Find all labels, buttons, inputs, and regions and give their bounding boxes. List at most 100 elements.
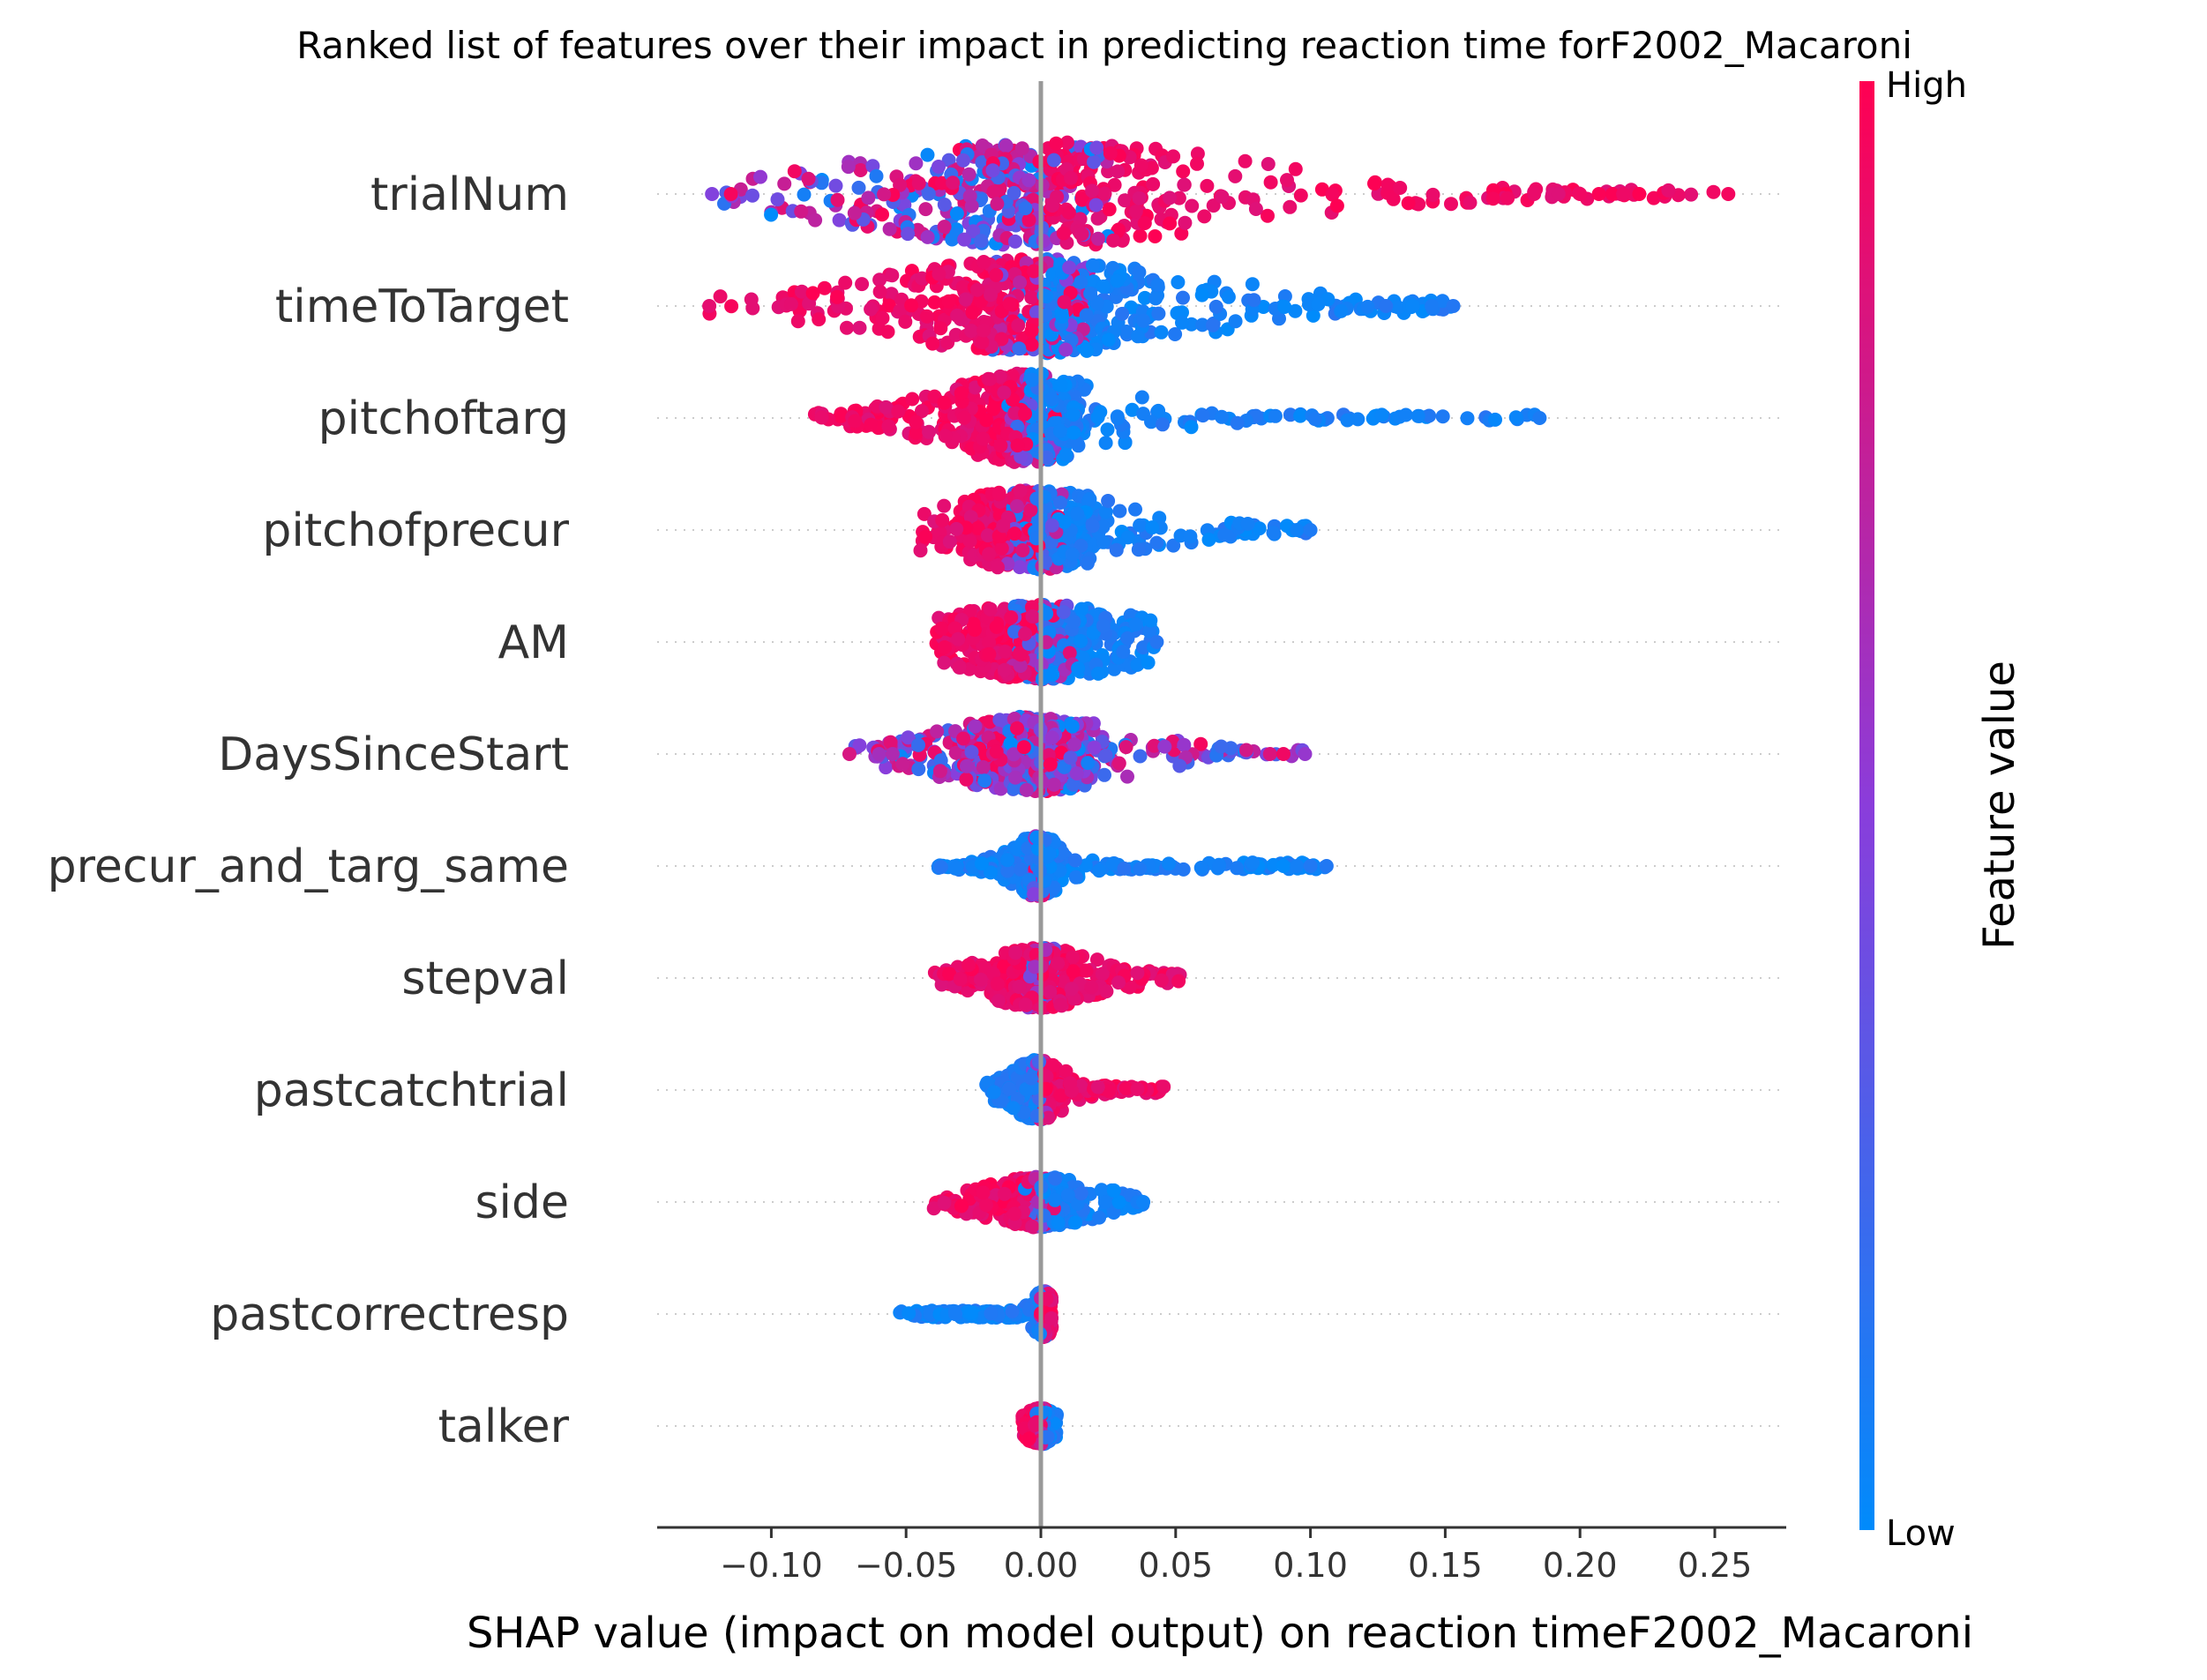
shap-outlier-point	[1446, 299, 1461, 313]
shap-point	[970, 282, 984, 297]
shap-point	[1025, 372, 1040, 387]
shap-point	[713, 289, 728, 304]
shap-point	[1066, 407, 1081, 422]
shap-point	[1010, 419, 1025, 434]
shap-point	[961, 958, 976, 973]
shap-point	[966, 224, 981, 239]
shap-point	[963, 510, 978, 525]
shap-point	[938, 429, 953, 444]
shap-point	[1098, 748, 1113, 763]
shap-point	[1118, 740, 1133, 755]
shap-point	[1067, 853, 1082, 868]
shap-point	[1133, 749, 1148, 764]
shap-point	[1012, 980, 1027, 994]
shap-point	[1130, 966, 1145, 981]
shap-point	[1268, 408, 1283, 423]
shap-point	[1329, 198, 1344, 213]
shap-outlier-point	[1405, 299, 1420, 313]
shap-point	[931, 160, 946, 174]
shap-point	[964, 744, 979, 759]
shap-outlier-point	[1290, 523, 1305, 537]
shap-point	[933, 321, 948, 336]
shap-point	[1134, 390, 1149, 405]
shap-point	[1024, 324, 1039, 338]
shap-point	[1096, 618, 1111, 633]
shap-point	[1097, 186, 1112, 201]
shap-point	[1154, 325, 1169, 340]
shap-point	[1184, 420, 1199, 435]
shap-point	[1116, 645, 1131, 660]
shap-point	[964, 198, 979, 213]
shap-point	[931, 266, 946, 281]
shap-point	[1266, 526, 1281, 541]
shap-point	[1059, 342, 1074, 357]
shap-point	[986, 1085, 1001, 1100]
shap-point	[1024, 290, 1039, 305]
shap-point	[1089, 296, 1104, 310]
shap-point	[1090, 410, 1105, 425]
shap-point	[783, 296, 798, 311]
shap-point	[1090, 211, 1105, 226]
shap-point	[982, 646, 997, 661]
shap-point	[1228, 314, 1243, 329]
shap-point	[1120, 769, 1134, 784]
shap-point	[949, 206, 964, 221]
shap-point	[1111, 222, 1126, 237]
shap-point	[998, 644, 1013, 659]
shap-point	[1010, 438, 1025, 453]
shap-point	[1036, 234, 1051, 249]
shap-point	[1049, 136, 1064, 151]
shap-point	[1067, 737, 1082, 752]
shap-point	[1410, 408, 1425, 423]
shap-point	[1166, 538, 1181, 553]
shap-outlier-point	[1425, 299, 1440, 313]
shap-point	[1070, 506, 1085, 521]
shap-point	[1111, 975, 1126, 990]
shap-point	[1019, 782, 1034, 797]
shap-point	[1102, 202, 1117, 217]
shap-point	[1063, 1076, 1078, 1091]
shap-point	[1144, 414, 1158, 429]
shap-point	[1018, 997, 1033, 1012]
shap-point	[1085, 519, 1100, 534]
shap-point	[877, 187, 892, 202]
shap-point	[898, 314, 913, 329]
shap-point	[1053, 997, 1068, 1012]
shap-outlier-point	[1379, 299, 1394, 313]
shap-point	[1100, 422, 1115, 437]
shap-point	[1190, 156, 1204, 171]
shap-point	[1463, 195, 1478, 210]
shap-point	[1130, 1081, 1145, 1096]
shap-point	[937, 220, 952, 235]
shap-point	[1398, 407, 1413, 422]
shap-point	[1145, 520, 1160, 535]
shap-point	[979, 413, 994, 428]
shap-point	[1684, 187, 1699, 202]
shap-point	[1006, 185, 1021, 200]
shap-point	[770, 192, 785, 207]
shap-point	[1245, 277, 1260, 292]
shap-outlier-point	[1303, 523, 1318, 537]
shap-point	[1018, 626, 1033, 641]
shap-point	[909, 425, 924, 440]
shap-point	[1055, 310, 1070, 324]
shap-point	[1106, 233, 1121, 248]
shap-point	[1074, 634, 1089, 648]
shap-point	[1197, 209, 1212, 224]
shap-outlier-point	[872, 747, 887, 761]
shap-point	[1053, 496, 1067, 510]
shap-point	[920, 229, 935, 244]
shap-point	[1067, 389, 1082, 404]
shap-point	[1261, 208, 1275, 223]
shap-point	[1012, 341, 1027, 356]
shap-point	[961, 167, 976, 182]
shap-point	[830, 192, 845, 207]
shap-point	[1013, 560, 1027, 575]
shap-point	[1163, 216, 1178, 231]
shap-point	[872, 273, 887, 287]
shap-point	[1096, 279, 1111, 294]
shap-point	[1485, 191, 1500, 206]
shap-point	[832, 213, 847, 228]
shap-point	[1148, 291, 1163, 306]
shap-point	[1334, 303, 1349, 318]
